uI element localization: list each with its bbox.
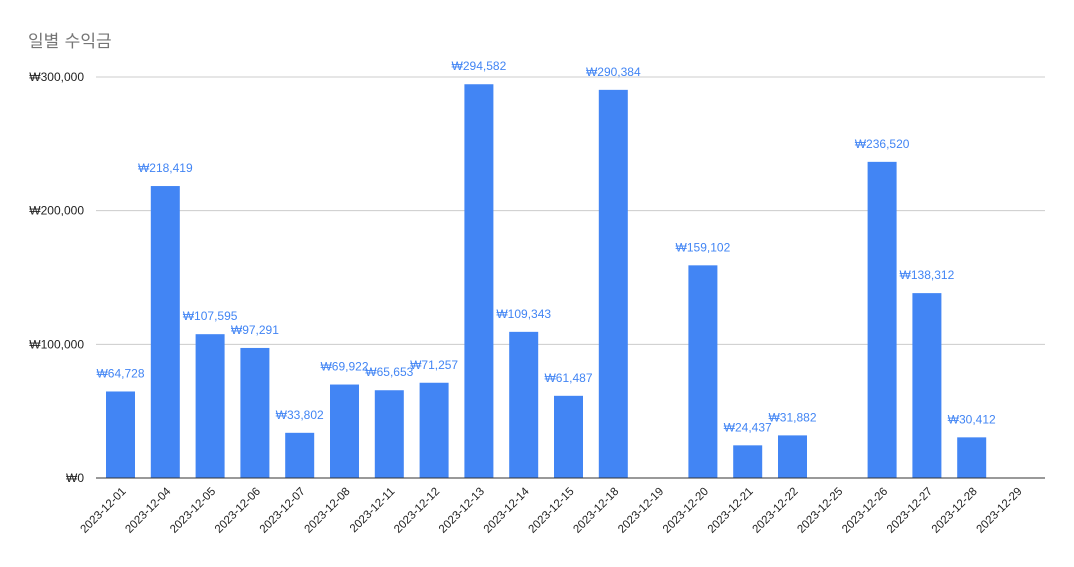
data-label: ₩236,520: [855, 137, 910, 151]
bar: [733, 445, 763, 478]
bar: [867, 161, 897, 478]
y-tick-label: ₩0: [66, 471, 84, 485]
y-tick-label: ₩100,000: [29, 337, 84, 351]
bar: [957, 437, 987, 478]
data-label: ₩109,343: [496, 307, 551, 321]
data-label: ₩97,291: [231, 323, 279, 337]
bar: [912, 293, 942, 478]
x-tick-label: 2023-12-21: [706, 486, 756, 536]
bar: [688, 265, 718, 478]
bar: [419, 382, 449, 478]
bar: [509, 331, 539, 478]
x-tick-label: 2023-12-27: [885, 486, 935, 536]
y-tick-label: ₩300,000: [29, 70, 84, 84]
data-label: ₩107,595: [183, 309, 238, 323]
data-label: ₩159,102: [676, 240, 731, 254]
data-label: ₩294,582: [452, 59, 507, 73]
x-tick-label: 2023-12-28: [930, 486, 980, 536]
x-tick-label: 2023-12-29: [975, 486, 1025, 536]
x-tick-label: 2023-12-07: [258, 486, 308, 536]
data-label: ₩65,653: [365, 365, 413, 379]
chart-title: 일별 수익금: [28, 32, 112, 52]
x-tick-label: 2023-12-15: [527, 486, 577, 536]
data-label: ₩290,384: [586, 65, 641, 79]
x-tick-label: 2023-12-19: [616, 486, 666, 536]
x-tick-label: 2023-12-14: [482, 485, 533, 536]
data-label: ₩218,419: [138, 161, 193, 175]
data-label: ₩138,312: [900, 268, 955, 282]
x-tick-label: 2023-12-01: [79, 486, 129, 536]
data-label: ₩33,802: [276, 408, 324, 422]
x-tick-label: 2023-12-20: [661, 486, 711, 536]
bar: [464, 84, 494, 478]
data-label: ₩24,437: [724, 420, 772, 434]
bar: [195, 334, 225, 478]
x-tick-label: 2023-12-26: [840, 486, 890, 536]
data-label: ₩30,412: [948, 412, 996, 426]
x-tick-label: 2023-12-13: [437, 486, 487, 536]
x-tick-label: 2023-12-25: [795, 486, 845, 536]
bar: [330, 384, 359, 478]
x-tick-label: 2023-12-11: [348, 486, 397, 535]
data-label: ₩71,257: [410, 358, 458, 372]
data-label: ₩69,922: [320, 360, 368, 374]
x-tick-label: 2023-12-06: [213, 486, 263, 536]
x-tick-label: 2023-12-05: [168, 486, 218, 536]
bar: [285, 432, 315, 478]
y-tick-label: ₩200,000: [29, 204, 84, 218]
x-tick-label: 2023-12-04: [123, 485, 174, 536]
bar: [106, 391, 135, 478]
bar: [554, 395, 583, 478]
x-tick-label: 2023-12-18: [571, 486, 621, 536]
data-label: ₩64,728: [96, 366, 144, 380]
bar: [240, 347, 270, 478]
x-tick-label: 2023-12-12: [392, 486, 442, 536]
bar: [778, 435, 807, 478]
x-tick-label: 2023-12-08: [303, 486, 353, 536]
bar: [598, 89, 628, 478]
data-label: ₩31,882: [768, 410, 816, 424]
bar: [150, 186, 180, 478]
x-tick-label: 2023-12-22: [751, 486, 801, 536]
data-label: ₩61,487: [544, 371, 592, 385]
bar: [374, 390, 404, 478]
